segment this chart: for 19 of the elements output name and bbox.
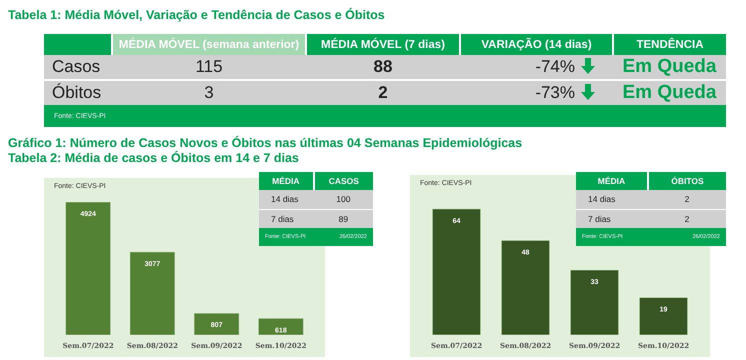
text: 2	[684, 194, 690, 204]
annotation: 7 dias	[587, 212, 612, 226]
bar	[66, 202, 111, 335]
bar	[432, 208, 481, 335]
text: ÓBITOS	[671, 176, 704, 186]
chart-subtitle: Tabela 2: Média de casos e Óbitos em 14 e 7 dias	[8, 151, 299, 165]
chart-title: Gráfico 1: Número de Casos Novos e Óbitos nas últimas 04 Semanas Epidemiológicas	[8, 136, 522, 150]
annotation: 2	[684, 212, 690, 226]
text: Tabela 1: Média Móvel, Variação e Tendência de Casos e Óbitos	[8, 8, 385, 22]
annotation: 7 dias	[270, 212, 295, 226]
bar	[130, 252, 175, 335]
text: MÉDIA	[598, 176, 626, 186]
bar	[501, 240, 550, 335]
annotation: 14 dias	[270, 193, 300, 206]
bar	[194, 313, 240, 335]
text: 14 dias	[588, 194, 616, 204]
bar	[258, 318, 304, 335]
bar	[639, 298, 688, 335]
bar	[570, 270, 619, 335]
